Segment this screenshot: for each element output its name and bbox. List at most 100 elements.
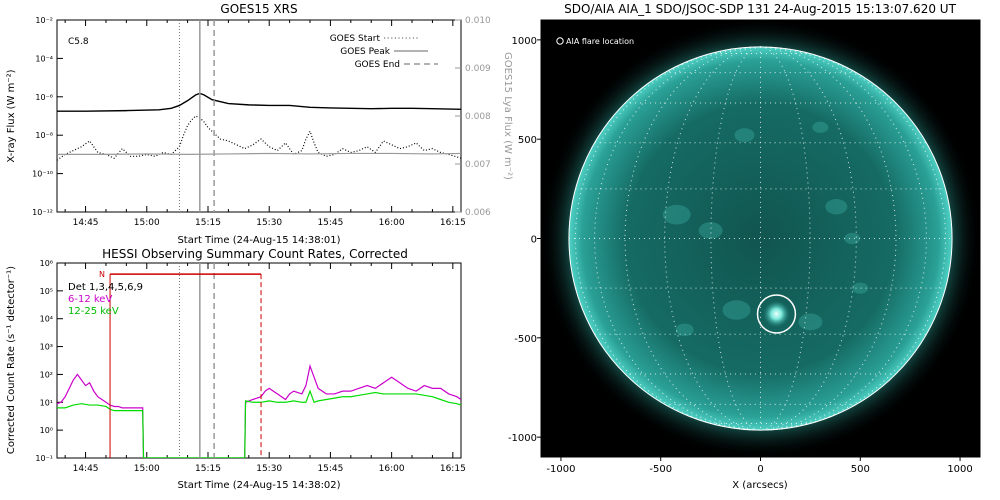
aia-title: SDO/AIA AIA_1 SDO/JSOC-SDP 131 24-Aug-20… (564, 2, 956, 16)
y-tick-label: 10⁻⁶ (35, 93, 53, 102)
x-tick-label: 15:15 (195, 464, 221, 474)
y-tick-label: 10⁻¹² (32, 208, 53, 217)
hessi-event-lines (178, 263, 215, 458)
active-region (698, 222, 723, 239)
y-tick-label: 10² (40, 370, 53, 379)
goes-short-series (57, 115, 461, 161)
aia-panel: SDO/AIA AIA_1 SDO/JSOC-SDP 131 24-Aug-20… (508, 2, 981, 491)
goes-plot-frame (56, 19, 462, 213)
y2-tick-label: 0.007 (465, 160, 491, 170)
x-tick-label: 15:15 (195, 218, 221, 228)
x-tick-label: 15:00 (134, 218, 160, 228)
flare-glow (763, 300, 790, 328)
y-tick-label: 10⁻¹⁰ (32, 170, 53, 179)
active-region (844, 232, 861, 245)
y-tick-label: 10⁻⁸ (35, 131, 53, 140)
active-region (812, 121, 829, 133)
heliographic-grid (568, 46, 953, 431)
hessi-high-series (57, 389, 461, 458)
longitude-line (760, 46, 927, 431)
hessi-low-series (57, 363, 461, 458)
y-tick-label: -500 (514, 334, 537, 345)
active-region (798, 313, 823, 331)
x-tick-label: 15:00 (134, 464, 160, 474)
active-regions (662, 121, 869, 337)
active-region (852, 282, 869, 294)
flare-annotation-marker (556, 37, 564, 45)
goes-y2-label: GOES15 Lya Flux (W m⁻²) (502, 52, 513, 180)
longitude-line (760, 46, 946, 431)
x-tick-label: 0 (757, 464, 763, 475)
hessi-legend-12-25: 12-25 keV (68, 306, 119, 317)
goes-legend-label-end: GOES End (355, 60, 400, 70)
flare-location-circle (756, 294, 797, 334)
x-tick-label: 16:15 (440, 218, 466, 228)
x-tick-label: 15:30 (256, 464, 282, 474)
aia-x-label: X (arcsecs) (732, 480, 788, 491)
y2-tick-label: 0.006 (465, 208, 491, 218)
x-tick-label: -1000 (546, 464, 575, 475)
hessi-title: HESSI Observing Summary Count Rates, Cor… (102, 247, 408, 261)
hessi-legend: Det 1,3,4,5,6,9 6-12 keV 12-25 keV (68, 282, 143, 317)
x-tick-label: 16:00 (379, 218, 405, 228)
hessi-flag-label: N (99, 270, 105, 279)
y2-tick-label: 0.009 (465, 64, 491, 74)
hessi-panel: HESSI Observing Summary Count Rates, Cor… (6, 247, 466, 491)
hessi-legend-6-12: 6-12 keV (68, 294, 112, 305)
hessi-series (57, 363, 461, 458)
x-tick-label: -500 (649, 464, 672, 475)
goes-panel: GOES15 XRS C5.8 14:45 15:00 15:15 15:30 15:4… (6, 2, 513, 246)
x-tick-label: 15:30 (256, 218, 282, 228)
active-region (722, 300, 751, 320)
hessi-plot-frame (56, 262, 462, 459)
longitude-line (594, 46, 761, 431)
goes-series (57, 92, 461, 161)
y-tick-label: 10⁶ (40, 259, 53, 268)
x-tick-label: 15:45 (317, 218, 343, 228)
goes-y2-ticks: 0.006 0.007 0.008 0.009 0.010 (455, 16, 491, 218)
active-region (675, 323, 694, 337)
active-region (734, 128, 755, 143)
goes-x-label: Start Time (24-Aug-15 14:38:01) (177, 235, 340, 246)
goes-event-lines (178, 20, 215, 212)
goes-lya-series (57, 152, 461, 156)
flare-annotation-text: AIA flare location (566, 37, 634, 46)
active-region (662, 204, 691, 225)
aia-x-ticks: -1000 -500 0 500 1000 (546, 457, 973, 475)
x-tick-label: 16:00 (379, 464, 405, 474)
goes-title: GOES15 XRS (220, 2, 297, 16)
y-tick-label: 10⁻¹ (35, 454, 53, 463)
y2-tick-label: 0.010 (465, 16, 491, 26)
goes-class-label: C5.8 (68, 37, 89, 47)
y2-tick-label: 0.008 (465, 112, 491, 122)
y-tick-label: 10⁻⁴ (35, 54, 53, 63)
goes-legend: GOES Start GOES Peak GOES End (330, 34, 438, 70)
hessi-y-ticks: 10⁻¹ 10⁰ 10¹ 10² 10³ 10⁴ 10⁵ 10⁶ (35, 259, 63, 463)
hessi-x-ticks: 14:45 15:00 15:15 15:30 15:45 16:00 16:15 (64, 263, 466, 474)
x-tick-label: 14:45 (73, 218, 99, 228)
x-tick-label: 16:15 (440, 464, 466, 474)
hessi-y-label: Corrected Count Rate (s⁻¹ detector⁻¹) (6, 266, 17, 454)
goes-legend-label-start: GOES Start (330, 34, 381, 44)
y-tick-label: 10⁴ (40, 315, 53, 324)
y-tick-label: 10³ (40, 343, 53, 352)
x-tick-label: 14:45 (73, 464, 99, 474)
y-tick-label: 10⁻² (35, 16, 53, 25)
x-tick-label: 500 (851, 464, 870, 475)
y-tick-label: 10¹ (40, 398, 53, 407)
hessi-flag-bar (109, 273, 262, 458)
y-tick-label: 1000 (512, 36, 537, 47)
goes-x-ticks: 14:45 15:00 15:15 15:30 15:45 16:00 16:15 (64, 20, 466, 228)
goes-y-ticks: 10⁻¹² 10⁻¹⁰ 10⁻⁸ 10⁻⁶ 10⁻⁴ 10⁻² (32, 16, 63, 217)
hessi-x-label: Start Time (24-Aug-15 14:38:02) (177, 480, 340, 491)
y-tick-label: 10⁰ (40, 426, 53, 435)
longitude-line (575, 46, 761, 431)
y-tick-label: 500 (518, 135, 537, 146)
y-tick-label: 0 (531, 235, 537, 246)
x-tick-label: 1000 (947, 464, 972, 475)
aia-y-ticks: -1000 -500 0 500 1000 (508, 36, 541, 444)
y-tick-label: 10⁵ (40, 287, 53, 296)
y-tick-label: -1000 (508, 433, 537, 444)
goes-long-series (57, 92, 461, 112)
